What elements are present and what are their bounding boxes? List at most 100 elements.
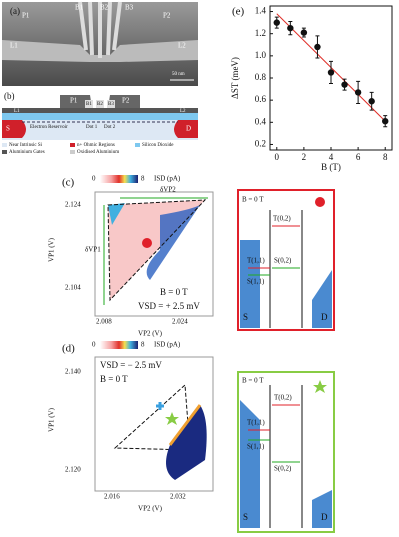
annotation: VSD = − 2.5 mV [100,360,162,370]
cbar-tick: 8 [141,341,145,349]
y-tick-label: 0.6 [255,94,267,104]
panel-b: (b) P1 P2 B1 B2 B3 L1 L2 S D Electron Re… [2,91,198,155]
x-tick-label: 0 [275,152,280,162]
level-label: T(0,2) [273,215,291,223]
point [382,118,389,125]
dot-label: Dot 2 [104,125,116,130]
point [341,81,348,88]
contact-label: S [243,512,248,522]
colorbar [100,341,138,349]
cbar-label: ISD (pA) [154,175,181,183]
contact-label: S [6,125,10,133]
layer [2,108,198,113]
gate-label: P1 [70,97,78,105]
legend-swatch [2,150,7,154]
marker [156,402,164,410]
annotation: B = 0 T [242,377,264,385]
substrate [2,120,198,140]
marker [313,380,327,393]
level-label: S(0,2) [274,465,292,473]
x-tick-label: 2.016 [104,493,120,501]
gate-label: B3 [108,102,114,107]
cbar-label: ISD (pA) [154,341,181,349]
marker [315,197,325,207]
panel-d: (d) 0 8 ISD (pA) VSD = − 2.5 mV B = 0 T … [48,341,335,533]
x-tick-label: 2.032 [170,493,186,501]
level-label: S(1,1) [247,278,265,286]
panel-c: (c) 0 8 ISD (pA) δVP2 δVP1 2.124 2.104 2… [48,175,335,338]
x-tick-label: 2 [302,152,307,162]
y-tick-label: 1.2 [255,28,266,38]
y-tick-label: 0.4 [255,116,267,126]
annotation: B = 0 T [242,196,264,204]
level-label: T(1,1) [247,419,265,427]
marker [142,238,152,248]
scale-label: 50 nm [172,72,185,77]
x-axis-label: B (T) [321,162,341,172]
y-tick-label: 0.2 [255,139,266,149]
gate-label: L1 [14,109,20,114]
panel-label: (a) [10,6,20,16]
point [314,43,321,51]
level-label: T(1,1) [247,257,265,265]
annotation: B = 0 T [160,287,188,297]
barrier [107,100,115,108]
level-label: S(0,2) [274,257,292,265]
y-tick-label: 1.4 [255,6,267,16]
legend-text: Oxidised Aluminium [77,150,119,155]
map-edge [146,205,200,280]
triangle-outline [107,199,207,302]
point [354,89,362,96]
cbar-tick: 0 [92,175,96,183]
y-tick-label: 2.104 [65,284,81,292]
gate-label: L2 [180,109,186,114]
cbar-tick: 0 [92,341,96,349]
reservoir [240,240,332,328]
oxide [2,113,198,120]
barrier [96,100,104,108]
panel-label: (c) [62,177,75,189]
legend-swatch [2,143,7,147]
point [327,69,335,76]
annotation: δVP2 [160,186,176,194]
panel-e: (e) ΔST (meV) B (T) 0.2 0.4 0.6 0.8 1.0 1.2 1.… [230,5,393,172]
legend-text: Aluminium Gates [9,150,45,155]
legend-swatch [135,143,140,147]
x-tick-label: 2.008 [96,318,112,326]
x-axis-label: VP2 (V) [138,505,163,513]
map-blob [166,405,207,480]
x-tick-label: 2.024 [172,318,188,326]
annotation: δVP1 [85,246,101,254]
contact-label: D [321,312,328,322]
reservoir [240,400,332,528]
y-tick-label: 2.124 [65,201,81,209]
reservoir-label: Electron Reservoir [30,125,68,130]
y-axis-label: ΔST (meV) [230,57,240,99]
gate-shape [2,40,198,62]
y-axis-label: VP1 (V) [48,237,56,262]
panel-label: (d) [62,343,75,355]
annotation: VSD = + 2.5 mV [138,301,200,311]
panel-label: (b) [4,91,15,101]
gate-label: B2 [100,4,109,12]
gate-label: B3 [125,4,134,12]
y-tick-label: 2.120 [65,466,81,474]
map-corner [108,203,125,225]
x-axis-label: VP2 (V) [138,330,163,338]
legend-text: Silicon Dioxide [142,143,174,148]
cbar-tick: 8 [141,175,145,183]
point [273,19,280,26]
gate-label: B1 [86,102,92,107]
level-label: T(0,2) [274,394,292,402]
panel-label: (e) [232,6,245,18]
contact-label: S [243,312,248,322]
dot-label: Dot 1 [86,125,98,130]
point [368,98,375,105]
gate-label: P1 [22,12,30,20]
legend-text: n+ Ohmic Regions [77,143,115,148]
legend-swatch [70,143,75,147]
y-tick-label: 2.140 [65,368,81,376]
triangle-outline [113,383,191,451]
gate-label: P2 [122,97,130,105]
